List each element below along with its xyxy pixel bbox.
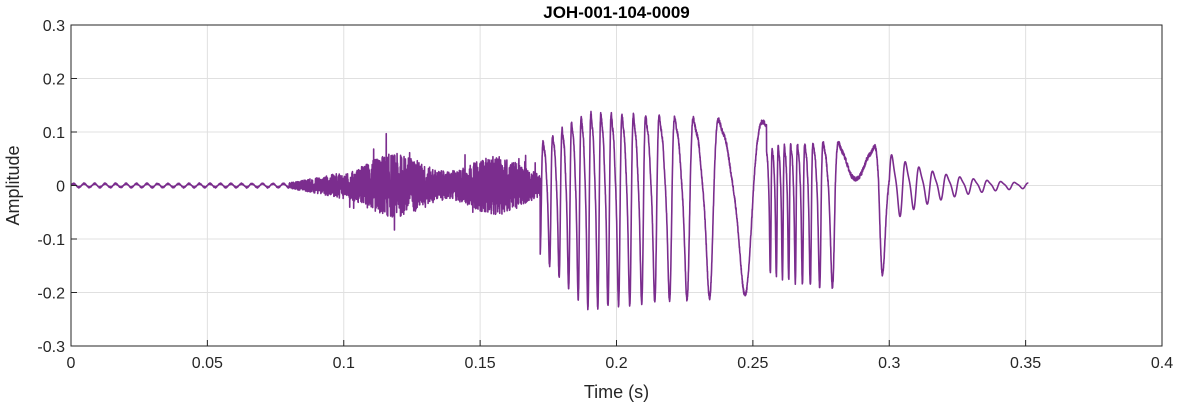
x-tick-label: 0.4 — [1151, 355, 1173, 372]
chart-title: JOH-001-104-0009 — [543, 3, 689, 22]
y-tick-label: -0.1 — [37, 232, 65, 249]
x-tick-label: 0 — [67, 355, 76, 372]
waveform-series — [70, 110, 1030, 311]
y-tick-label: -0.3 — [37, 339, 65, 356]
y-tick-label: 0.3 — [43, 18, 65, 35]
x-tick-label: 0.35 — [1010, 355, 1041, 372]
y-tick-label: -0.2 — [37, 286, 65, 303]
x-tick-label: 0.05 — [192, 355, 223, 372]
x-tick-label: 0.15 — [465, 355, 496, 372]
y-tick-label: 0.1 — [43, 125, 65, 142]
x-tick-label: 0.25 — [737, 355, 768, 372]
x-axis-label: Time (s) — [584, 382, 649, 402]
y-tick-label: 0 — [56, 179, 65, 196]
y-tick-label: 0.2 — [43, 72, 65, 89]
y-axis-label: Amplitude — [3, 145, 23, 225]
x-axis-ticks: 0 0.05 0.1 0.15 0.2 0.25 0.3 0.35 0.4 — [67, 340, 1173, 372]
y-axis-ticks: -0.3 -0.2 -0.1 0 0.1 0.2 0.3 — [37, 18, 77, 356]
x-tick-label: 0.3 — [878, 355, 900, 372]
x-tick-label: 0.1 — [333, 355, 355, 372]
waveform-line — [70, 110, 1030, 311]
x-tick-label: 0.2 — [605, 355, 627, 372]
